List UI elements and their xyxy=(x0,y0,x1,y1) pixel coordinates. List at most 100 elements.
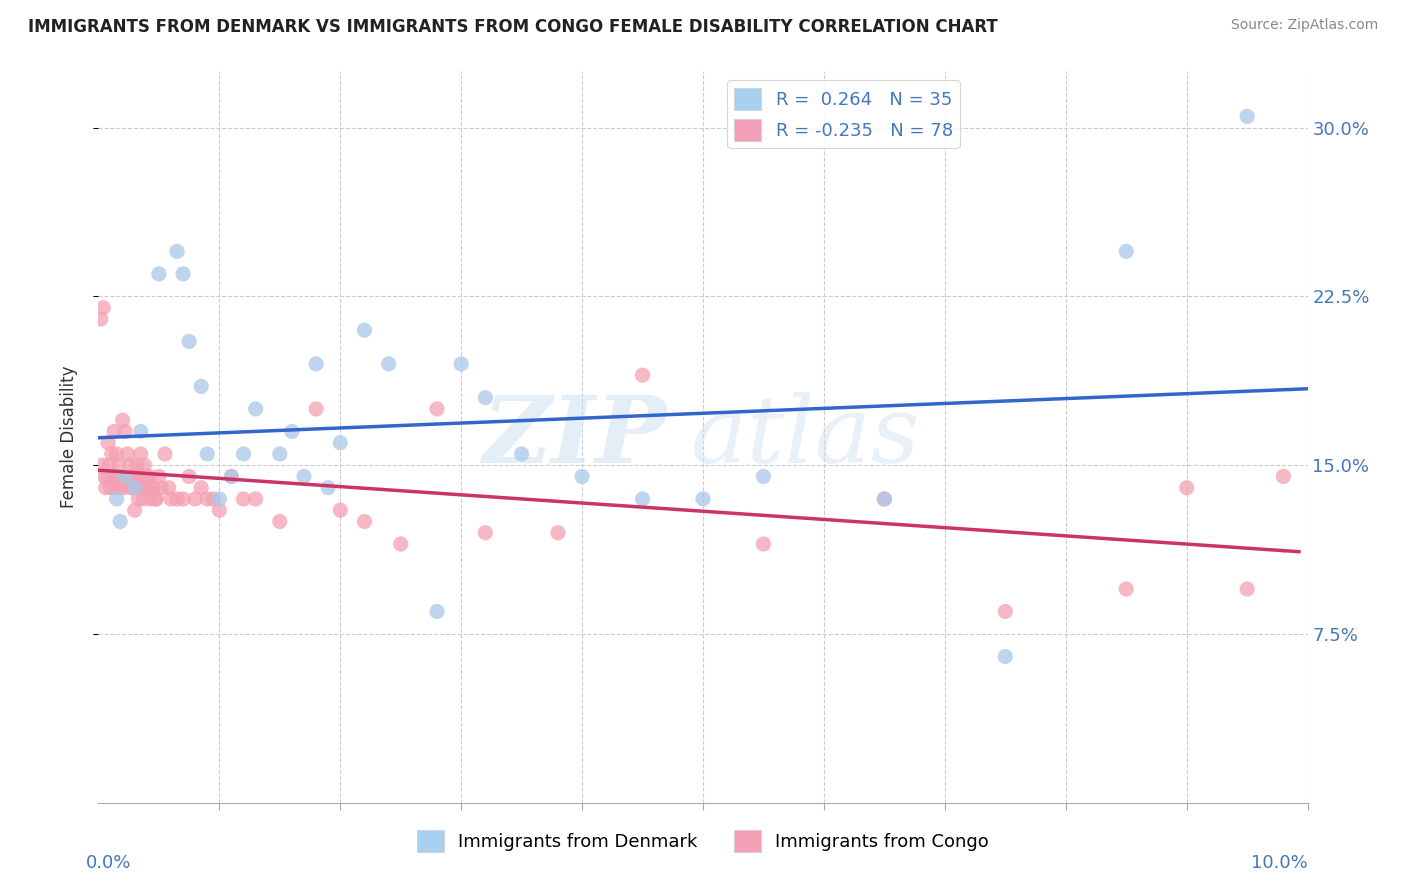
Point xyxy=(96,469,118,483)
Point xyxy=(135,481,157,495)
Point xyxy=(245,401,267,416)
Point xyxy=(112,481,135,495)
Point xyxy=(145,491,167,506)
Point xyxy=(114,469,136,483)
Point xyxy=(221,469,243,483)
Point xyxy=(221,469,243,483)
Point xyxy=(122,481,145,495)
Point xyxy=(97,435,120,450)
Point xyxy=(232,447,254,461)
Point xyxy=(148,469,170,483)
Point xyxy=(281,425,304,439)
Point xyxy=(118,458,141,473)
Point xyxy=(107,469,129,483)
Point xyxy=(474,525,496,540)
Point xyxy=(101,469,124,483)
Point xyxy=(142,481,165,495)
Point xyxy=(105,491,128,506)
Point xyxy=(110,469,132,483)
Point xyxy=(195,447,218,461)
Point xyxy=(136,481,159,495)
Point xyxy=(108,458,131,473)
Point xyxy=(329,503,352,517)
Point xyxy=(547,525,569,540)
Point xyxy=(208,503,231,517)
Point xyxy=(208,491,231,506)
Point xyxy=(91,458,114,473)
Point xyxy=(474,391,496,405)
Point xyxy=(100,447,122,461)
Point xyxy=(1115,582,1137,596)
Y-axis label: Female Disability: Female Disability xyxy=(59,366,77,508)
Point xyxy=(450,357,472,371)
Point xyxy=(316,481,339,495)
Point xyxy=(873,491,896,506)
Point xyxy=(115,469,138,483)
Text: IMMIGRANTS FROM DENMARK VS IMMIGRANTS FROM CONGO FEMALE DISABILITY CORRELATION C: IMMIGRANTS FROM DENMARK VS IMMIGRANTS FR… xyxy=(28,18,998,36)
Point xyxy=(129,425,152,439)
Point xyxy=(179,334,201,349)
Point xyxy=(135,469,157,483)
Point xyxy=(127,491,149,506)
Point xyxy=(120,481,142,495)
Point xyxy=(138,469,160,483)
Point xyxy=(166,491,188,506)
Point xyxy=(90,312,112,326)
Point xyxy=(202,491,225,506)
Point xyxy=(94,481,117,495)
Point xyxy=(108,481,131,495)
Point xyxy=(994,605,1017,619)
Point xyxy=(195,491,218,506)
Point xyxy=(100,481,122,495)
Point xyxy=(129,447,152,461)
Point xyxy=(160,491,183,506)
Point xyxy=(111,413,134,427)
Point xyxy=(127,458,149,473)
Point xyxy=(353,515,375,529)
Point xyxy=(426,401,449,416)
Text: atlas: atlas xyxy=(690,392,921,482)
Point xyxy=(150,481,173,495)
Point xyxy=(752,469,775,483)
Point xyxy=(692,491,714,506)
Point xyxy=(631,368,654,383)
Point xyxy=(245,491,267,506)
Point xyxy=(124,503,146,517)
Legend: Immigrants from Denmark, Immigrants from Congo: Immigrants from Denmark, Immigrants from… xyxy=(409,823,997,860)
Point xyxy=(172,267,194,281)
Point xyxy=(631,491,654,506)
Point xyxy=(104,481,127,495)
Point xyxy=(1236,582,1258,596)
Point xyxy=(103,425,125,439)
Point xyxy=(377,357,399,371)
Point xyxy=(114,425,136,439)
Point xyxy=(190,481,212,495)
Point xyxy=(353,323,375,337)
Point xyxy=(134,458,156,473)
Point xyxy=(139,491,162,506)
Point xyxy=(1272,469,1295,483)
Point xyxy=(1236,109,1258,123)
Point xyxy=(132,491,155,506)
Point xyxy=(131,481,153,495)
Text: 10.0%: 10.0% xyxy=(1251,854,1308,872)
Point xyxy=(329,435,352,450)
Point xyxy=(91,301,114,315)
Point xyxy=(121,469,143,483)
Point xyxy=(105,447,128,461)
Point xyxy=(166,244,188,259)
Text: Source: ZipAtlas.com: Source: ZipAtlas.com xyxy=(1230,18,1378,32)
Point xyxy=(117,447,139,461)
Point xyxy=(873,491,896,506)
Text: ZIP: ZIP xyxy=(482,392,666,482)
Point xyxy=(124,481,146,495)
Point xyxy=(143,491,166,506)
Point xyxy=(232,491,254,506)
Point xyxy=(172,491,194,506)
Point xyxy=(510,447,533,461)
Point xyxy=(184,491,207,506)
Point xyxy=(305,401,328,416)
Point xyxy=(752,537,775,551)
Point xyxy=(142,481,165,495)
Point xyxy=(148,267,170,281)
